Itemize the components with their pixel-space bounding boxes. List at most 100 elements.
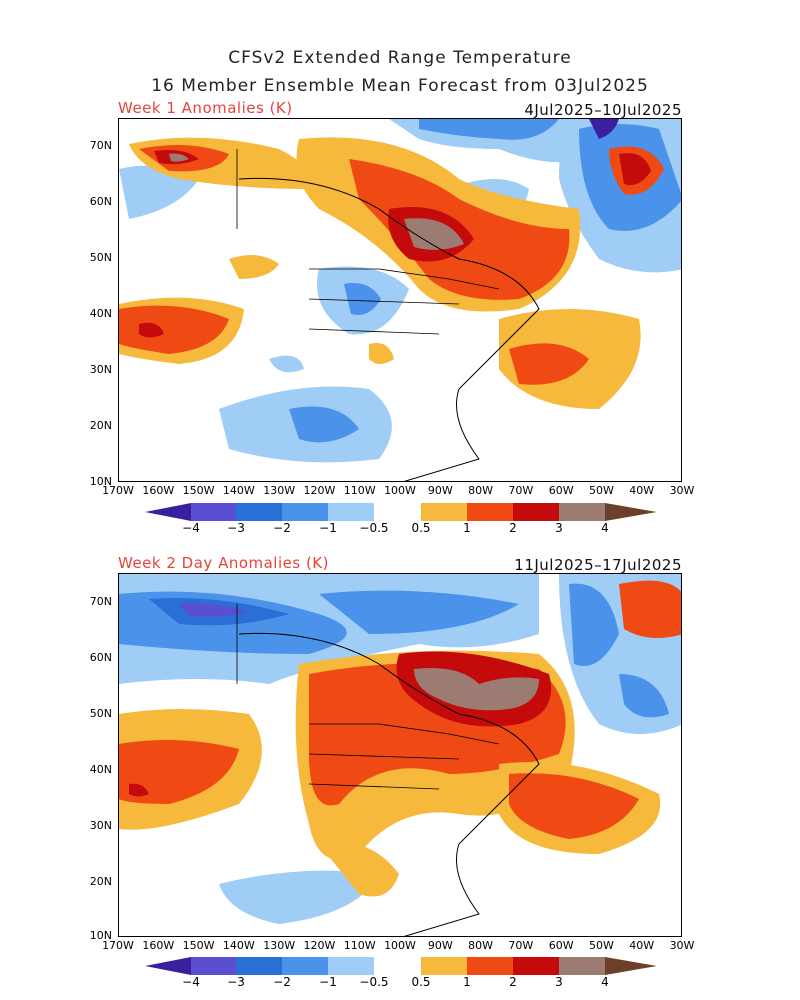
colorbar-tick-label: 4 — [601, 975, 609, 989]
lat-label: 70N — [89, 595, 112, 608]
lon-label: 90W — [427, 484, 453, 497]
lon-label: 60W — [548, 939, 574, 952]
week2-anomaly-map — [118, 573, 682, 937]
warm-anomaly-region — [509, 773, 639, 839]
lat-label: 10N — [89, 475, 112, 488]
coastline — [238, 177, 540, 481]
warm-anomaly-region — [404, 218, 464, 250]
lon-label: 50W — [588, 484, 614, 497]
lon-label: 150W — [182, 484, 215, 497]
colorbar-tick-label: −3 — [227, 521, 245, 535]
week2-map-svg — [119, 574, 681, 936]
panel1-dates: 4Jul2025–10Jul2025 — [524, 101, 682, 119]
lon-label: 30W — [669, 484, 695, 497]
colorbar-tick-label: −2 — [273, 975, 291, 989]
colorbar-tick-label: −1 — [319, 521, 337, 535]
colorbar-tick-label: 2 — [509, 521, 517, 535]
cold-anomaly-region — [269, 355, 304, 373]
lon-label: 100W — [384, 484, 416, 497]
colorbar-tick-label: 3 — [555, 521, 563, 535]
colorbar-tick-label: −4 — [182, 521, 200, 535]
warm-anomaly-region — [369, 343, 394, 364]
colorbar-tick-label: 1 — [463, 521, 471, 535]
colorbar-1 — [145, 503, 657, 521]
colorbar-swatch — [421, 503, 467, 521]
lon-label: 80W — [468, 484, 493, 497]
colorbar-swatch — [421, 957, 467, 975]
colorbar-2 — [145, 957, 657, 975]
lon-label: 50W — [588, 939, 614, 952]
colorbar-swatch — [559, 957, 605, 975]
lon-label: 120W — [303, 939, 336, 952]
colorbar-tick-label: −0.5 — [359, 521, 389, 535]
lat-label: 10N — [89, 929, 112, 942]
colorbar-tick-label: −4 — [182, 975, 200, 989]
coastline — [238, 632, 540, 936]
lon-label: 80W — [468, 939, 493, 952]
lon-label: 60W — [548, 484, 574, 497]
lon-label: 140W — [222, 939, 255, 952]
colorbar-swatch — [513, 957, 559, 975]
cold-anomaly-region — [179, 603, 249, 617]
lat-label: 30N — [89, 363, 112, 376]
colorbar-swatch — [605, 503, 657, 521]
warm-anomaly-region — [619, 580, 681, 638]
warm-anomaly-region — [509, 343, 589, 385]
cold-anomaly-region — [289, 406, 359, 443]
cold-anomaly-region — [419, 119, 559, 140]
colorbar-tick-label: 2 — [509, 975, 517, 989]
panel2-dates: 11Jul2025–17Jul2025 — [514, 556, 682, 574]
colorbar-swatch — [191, 503, 236, 521]
lat-label: 70N — [89, 139, 112, 152]
panel2-label: Week 2 Day Anomalies (K) — [118, 554, 329, 572]
colorbar-swatch — [605, 957, 657, 975]
lon-label: 40W — [629, 484, 655, 497]
lon-label: 40W — [629, 939, 655, 952]
warm-anomaly-region — [139, 322, 164, 338]
lon-label: 90W — [427, 939, 453, 952]
colorbar-swatch — [467, 957, 513, 975]
lat-label: 20N — [89, 875, 112, 888]
lon-label: 30W — [669, 939, 695, 952]
warm-anomaly-region — [619, 153, 651, 186]
colorbar-tick-label: −1 — [319, 975, 337, 989]
colorbar-swatch — [282, 957, 328, 975]
colorbar-tick-label: −0.5 — [359, 975, 389, 989]
warm-anomaly-region — [169, 153, 189, 162]
lon-label: 70W — [508, 939, 534, 952]
lon-label: 70W — [508, 484, 534, 497]
lon-label: 100W — [384, 939, 416, 952]
lat-label: 40N — [89, 307, 112, 320]
colorbar-swatch — [236, 957, 282, 975]
lat-label: 20N — [89, 419, 112, 432]
cold-anomaly-region — [344, 283, 381, 315]
warm-anomaly-region — [414, 668, 539, 711]
warm-anomaly-region — [119, 305, 229, 354]
colorbar-swatch — [374, 503, 421, 521]
lat-label: 50N — [89, 251, 112, 264]
colorbar-tick-label: 1 — [463, 975, 471, 989]
colorbar-swatch — [145, 957, 191, 975]
colorbar-swatch — [282, 503, 328, 521]
lat-label: 60N — [89, 195, 112, 208]
lon-label: 150W — [182, 939, 215, 952]
colorbar-tick-label: −2 — [273, 521, 291, 535]
lon-label: 120W — [303, 484, 336, 497]
colorbar-tick-label: −3 — [227, 975, 245, 989]
lat-label: 50N — [89, 707, 112, 720]
lon-label: 130W — [263, 484, 296, 497]
colorbar-swatch — [513, 503, 559, 521]
warm-anomaly-region — [319, 842, 399, 897]
cold-anomaly-region — [319, 590, 519, 634]
lon-label: 130W — [263, 939, 296, 952]
colorbar-swatch — [191, 957, 236, 975]
warm-anomaly-region — [229, 255, 279, 279]
colorbar-tick-label: 4 — [601, 521, 609, 535]
cold-anomaly-region — [569, 583, 619, 666]
lon-label: 170W — [102, 939, 134, 952]
cold-anomaly-region — [619, 674, 669, 718]
warm-anomaly-region — [119, 740, 239, 804]
chart-title-line2: 16 Member Ensemble Mean Forecast from 03… — [151, 76, 649, 96]
colorbar-swatch — [236, 503, 282, 521]
colorbar-swatch — [374, 957, 421, 975]
